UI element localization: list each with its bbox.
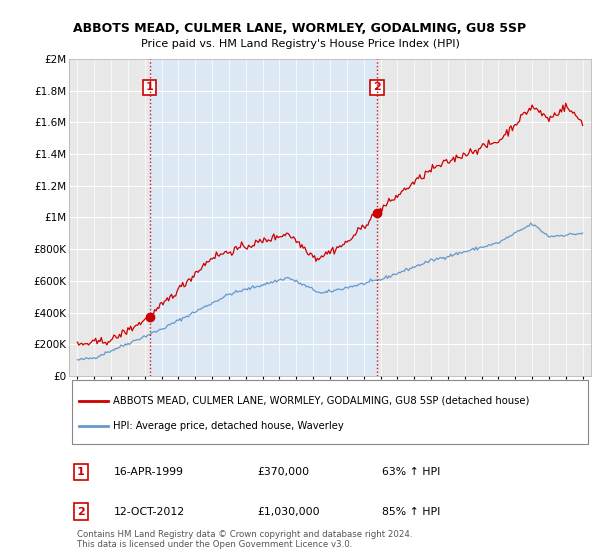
Text: 1: 1	[77, 468, 85, 477]
Bar	[149, 59, 377, 376]
Text: 2: 2	[373, 82, 381, 92]
Text: ABBOTS MEAD, CULMER LANE, WORMLEY, GODALMING, GU8 5SP (detached house): ABBOTS MEAD, CULMER LANE, WORMLEY, GODAL…	[113, 396, 530, 406]
Text: 85% ↑ HPI: 85% ↑ HPI	[382, 507, 440, 516]
Text: 1: 1	[146, 82, 154, 92]
Text: 63% ↑ HPI: 63% ↑ HPI	[382, 468, 440, 477]
Text: HPI: Average price, detached house, Waverley: HPI: Average price, detached house, Wave…	[113, 421, 344, 431]
Text: 12-OCT-2012: 12-OCT-2012	[113, 507, 184, 516]
Text: 2: 2	[77, 507, 85, 516]
Text: Contains HM Land Registry data © Crown copyright and database right 2024.
This d: Contains HM Land Registry data © Crown c…	[77, 530, 412, 549]
FancyBboxPatch shape	[71, 380, 589, 444]
Text: £1,030,000: £1,030,000	[257, 507, 320, 516]
Text: Price paid vs. HM Land Registry's House Price Index (HPI): Price paid vs. HM Land Registry's House …	[140, 39, 460, 49]
Text: 16-APR-1999: 16-APR-1999	[113, 468, 184, 477]
Text: ABBOTS MEAD, CULMER LANE, WORMLEY, GODALMING, GU8 5SP: ABBOTS MEAD, CULMER LANE, WORMLEY, GODAL…	[73, 22, 527, 35]
Text: £370,000: £370,000	[257, 468, 309, 477]
